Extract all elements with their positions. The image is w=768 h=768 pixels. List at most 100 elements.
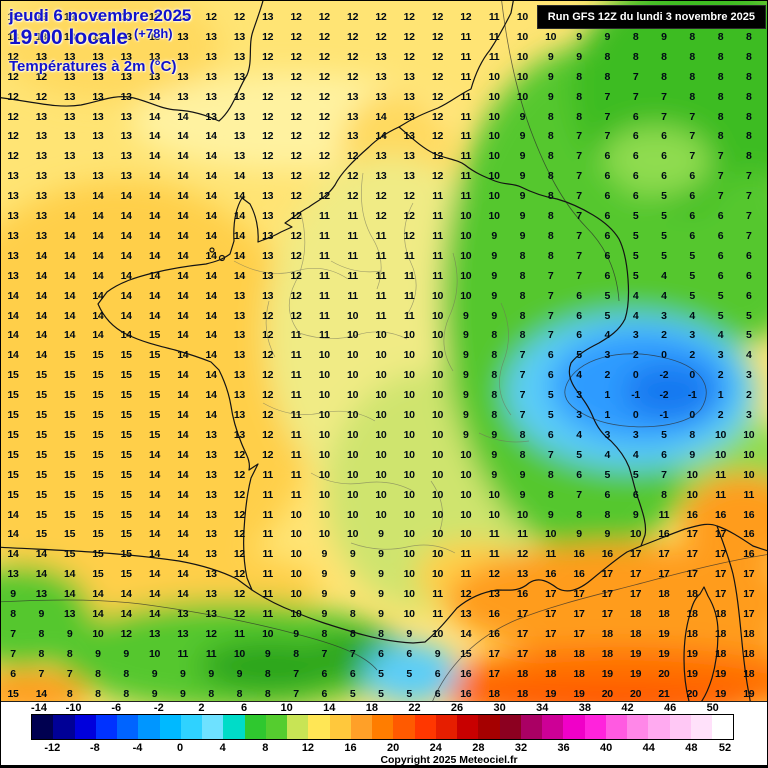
temp-value: 13: [205, 90, 217, 103]
temp-value: 15: [460, 647, 472, 660]
temp-value: 13: [205, 110, 217, 123]
temp-value: 11: [290, 409, 302, 421]
temp-value: 14: [233, 210, 245, 222]
temp-value: 15: [120, 389, 132, 402]
temp-value: 5: [717, 289, 724, 302]
temp-value: 10: [148, 647, 161, 660]
temp-value: 13: [403, 150, 415, 163]
temp-value: 5: [576, 448, 582, 461]
temp-value: 9: [491, 309, 497, 322]
scale-label-bottom: 28: [472, 742, 485, 754]
temp-value: 8: [547, 110, 554, 123]
temp-value: 20: [658, 667, 670, 680]
scale-label-top: 42: [621, 702, 634, 714]
temp-value: 9: [519, 190, 526, 203]
temp-value: 7: [547, 309, 554, 322]
temp-value: 10: [375, 488, 387, 501]
temp-value: 9: [519, 170, 526, 183]
temp-value: 7: [632, 70, 639, 83]
temp-value: 13: [262, 190, 274, 203]
temp-value: 8: [378, 627, 384, 640]
temp-value: 14: [205, 369, 217, 382]
temp-value: 11: [715, 488, 726, 501]
temp-value: 13: [35, 30, 47, 43]
temp-value: 14: [148, 309, 161, 322]
temp-value: 4: [632, 448, 639, 461]
scale-label-bottom: 16: [344, 742, 357, 754]
temp-value: 14: [375, 110, 387, 123]
temp-value: 18: [573, 647, 585, 660]
temp-value: 6: [632, 150, 639, 163]
temp-value: 12: [262, 448, 274, 461]
temp-value: 3: [604, 428, 611, 441]
temp-value: 19: [714, 687, 727, 700]
temp-value: 4: [604, 448, 611, 461]
temp-value: 9: [547, 50, 554, 63]
temp-value: 18: [658, 588, 670, 601]
temp-value: 15: [64, 349, 76, 362]
temp-value: 13: [148, 70, 161, 83]
temp-value: 13: [120, 150, 132, 163]
admin-borders: [233, 172, 530, 554]
temp-value: 13: [403, 70, 415, 83]
temp-value: 7: [746, 210, 752, 222]
temp-value: 14: [148, 588, 161, 601]
temp-value: 14: [92, 329, 104, 342]
temp-value: 14: [64, 588, 76, 601]
temp-value: 0: [661, 349, 667, 362]
temp-value: 12: [35, 70, 47, 83]
temp-value: 10: [403, 488, 415, 501]
temp-value: 8: [689, 428, 695, 441]
temp-value: 11: [460, 548, 472, 561]
temp-value: 13: [64, 130, 76, 143]
temp-value: 10: [375, 389, 387, 402]
temp-value: 18: [545, 667, 557, 680]
temp-value: 8: [321, 627, 328, 640]
temp-value: 10: [516, 70, 528, 83]
temp-value: 12: [290, 90, 302, 103]
temp-value: 12: [7, 110, 19, 123]
temp-value: 12: [262, 50, 274, 63]
temp-value: 12: [7, 130, 19, 143]
temp-value: 9: [349, 548, 356, 561]
temp-value: 13: [233, 150, 245, 163]
temp-value: 11: [460, 150, 472, 163]
temp-value: 12: [431, 110, 444, 123]
temp-value: 8: [66, 687, 73, 700]
temp-value: 9: [463, 349, 469, 362]
scale-label-top: -6: [111, 702, 122, 714]
temp-value: 13: [35, 150, 47, 163]
temp-value: 13: [233, 50, 245, 63]
temp-value: 5: [632, 249, 639, 262]
temp-value: 13: [7, 170, 19, 183]
scale-label-bottom: -12: [44, 742, 61, 754]
temp-value: 13: [233, 30, 245, 43]
temp-value: 9: [236, 667, 243, 680]
temp-value: 10: [318, 389, 330, 402]
temp-value: 10: [290, 568, 302, 581]
coast-italy-west: [716, 525, 751, 701]
temp-value: 9: [66, 627, 73, 640]
temp-value: 6: [689, 170, 695, 183]
temp-value: 10: [488, 130, 500, 143]
temp-value: 17: [714, 568, 727, 581]
temp-value: 11: [403, 269, 415, 282]
temp-value: 19: [658, 647, 670, 660]
temp-value: 7: [38, 667, 45, 680]
temp-value: 10: [431, 409, 444, 421]
temp-value: 9: [378, 528, 384, 541]
temp-value: 3: [717, 349, 724, 362]
temp-value: 16: [573, 548, 585, 561]
temp-value: 17: [601, 568, 613, 581]
temp-value: 12: [233, 11, 245, 23]
scale-segment: [53, 715, 75, 739]
temp-value: 10: [375, 329, 387, 342]
temp-value: 11: [460, 70, 472, 83]
temp-value: 14: [35, 548, 47, 561]
temp-value: 10: [347, 448, 359, 461]
temp-value: 14: [205, 409, 217, 421]
temp-value: 7: [10, 627, 16, 640]
temp-value: 14: [205, 190, 217, 203]
temp-value: 13: [488, 588, 500, 601]
temp-value: 13: [262, 11, 274, 23]
